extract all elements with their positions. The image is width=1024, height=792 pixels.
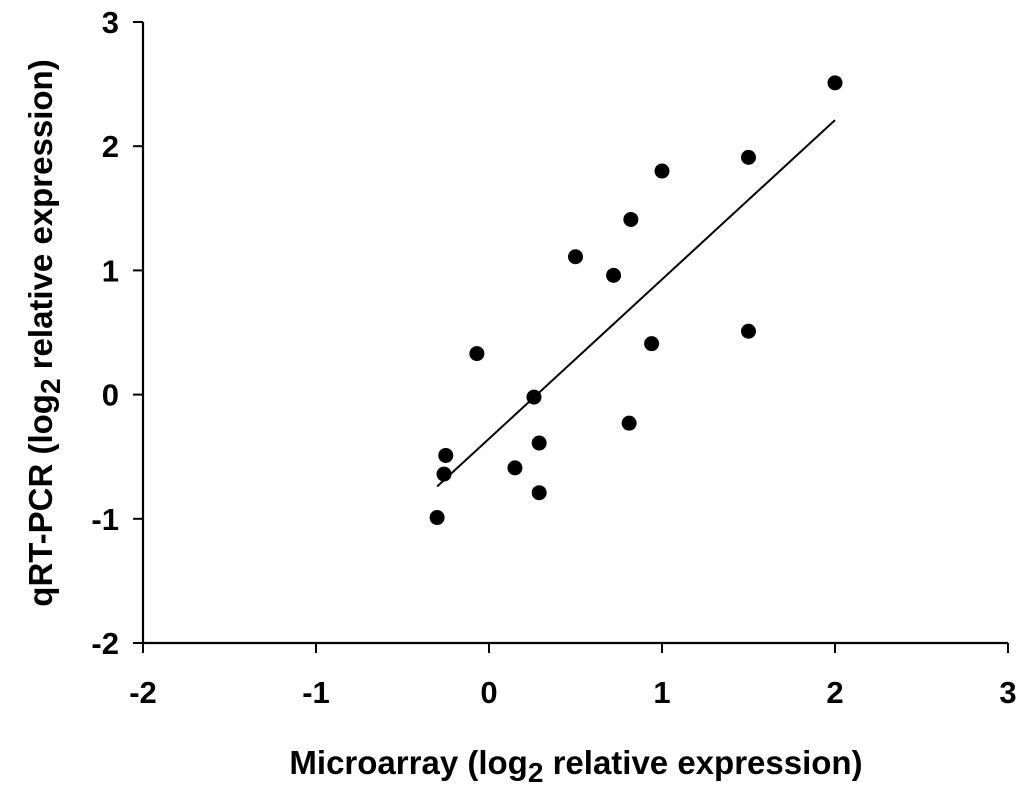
data-point: [438, 447, 454, 463]
data-point: [469, 346, 485, 362]
x-tick-label: 1: [653, 675, 670, 710]
data-point: [623, 211, 639, 227]
data-point: [436, 466, 452, 482]
data-point: [741, 323, 756, 339]
x-axis-label: Microarray (log2 relative expression): [289, 744, 862, 788]
data-point: [606, 267, 622, 283]
x-tick-label: 3: [999, 675, 1016, 710]
y-tick-label: 0: [102, 378, 119, 413]
x-tick-label: 2: [826, 675, 843, 710]
trendline: [436, 119, 836, 488]
data-point: [827, 75, 843, 91]
data-point: [654, 163, 670, 179]
y-tick-label: -1: [91, 502, 119, 537]
y-axis-label: qRT-PCR (log2 relative expression): [22, 59, 66, 606]
data-point: [507, 460, 523, 476]
axes: [141, 22, 1008, 645]
data-point: [526, 389, 542, 405]
data-point: [621, 415, 637, 431]
x-tick-label: -1: [302, 675, 330, 710]
y-tick-label: -2: [91, 626, 119, 661]
data-point: [531, 485, 547, 501]
data-point: [568, 249, 583, 265]
x-tick-label: 0: [480, 675, 497, 710]
data-point: [531, 435, 547, 451]
x-tick-label: -2: [129, 675, 157, 710]
data-point: [429, 510, 445, 526]
y-tick-label: 3: [102, 5, 119, 40]
trendline-group: [436, 119, 836, 488]
data-point: [644, 336, 660, 352]
y-tick-label: 1: [102, 253, 119, 288]
x-axis-ticks: -2 -1 0 1 2 3: [129, 643, 1017, 710]
data-point: [741, 149, 756, 165]
y-axis-ticks: 3 2 1 0 -1 -2: [91, 5, 143, 661]
data-points: [429, 75, 843, 526]
y-tick-label: 2: [102, 129, 119, 164]
